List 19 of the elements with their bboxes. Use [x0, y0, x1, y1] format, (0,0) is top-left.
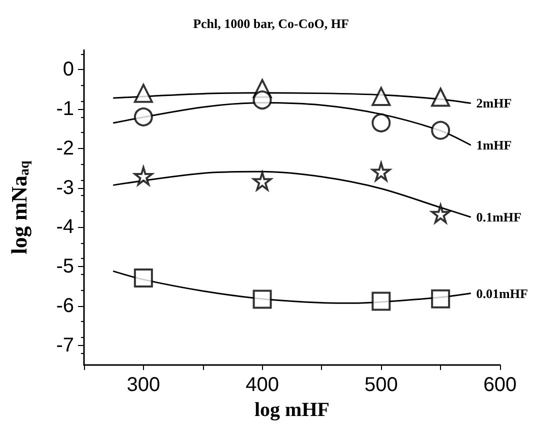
y-tick-label: -4	[56, 216, 74, 238]
chart-title: Pchl, 1000 bar, Co-CoO, HF	[193, 16, 349, 31]
x-tick-label: 600	[483, 374, 517, 396]
y-tick-label: -7	[56, 334, 74, 356]
y-tick-label: 0	[62, 58, 74, 81]
series-label: 2mHF	[476, 96, 512, 111]
y-axis-title: log mNaaq	[6, 160, 32, 254]
y-tick-label: -1	[56, 98, 74, 120]
y-tick-label: -6	[56, 294, 74, 317]
x-tick-label: 500	[364, 374, 398, 396]
series-label: 0.01mHF	[476, 286, 528, 301]
y-tick-label: -2	[56, 137, 74, 160]
y-tick-label: -3	[56, 176, 74, 199]
series-label: 0.1mHF	[476, 209, 522, 224]
x-axis-title: log mHF	[254, 398, 330, 421]
y-tick-label: -5	[56, 256, 74, 278]
x-tick-label: 300	[126, 374, 160, 396]
x-tick-label: 400	[246, 374, 279, 396]
series-label: 1mHF	[476, 137, 512, 152]
